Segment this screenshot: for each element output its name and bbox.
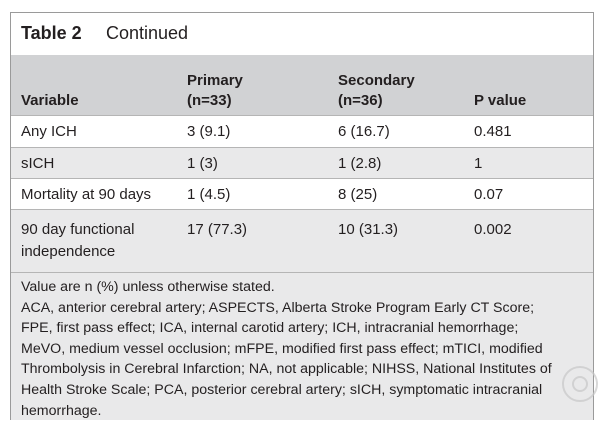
header-secondary: Secondary: [338, 72, 415, 89]
table-frame: Table 2 Continued Variable Primary (n=33…: [10, 12, 594, 420]
table-header-row: Variable Primary (n=33) Secondary (n=36)…: [11, 55, 593, 115]
table-number: Table 2: [21, 23, 82, 43]
footnote-line: Value are n (%) unless otherwise stated.: [21, 279, 275, 295]
cell-p-value: 0.07: [474, 186, 504, 203]
table-title: Table 2 Continued: [11, 13, 593, 53]
header-primary-n: (n=33): [187, 92, 232, 109]
watermark-logo-icon: [562, 366, 598, 402]
footnote-line: Thrombolysis in Cerebral Infarction; NA,…: [21, 361, 552, 378]
footnote-line: FPE, first pass effect; ICA, internal ca…: [21, 320, 519, 337]
cell-primary: 17 (77.3): [187, 221, 248, 238]
cell-secondary: 6 (16.7): [338, 123, 390, 140]
table-row: sICH 1 (3) 1 (2.8) 1: [11, 147, 593, 179]
cell-secondary: 10 (31.3): [338, 221, 399, 238]
header-variable: Variable: [21, 92, 79, 109]
cell-variable-line-2: independence: [21, 243, 116, 260]
table-row: Any ICH 3 (9.1) 6 (16.7) 0.481: [11, 115, 593, 148]
header-primary: Primary: [187, 72, 243, 89]
table-continued-label: Continued: [106, 23, 189, 43]
table-row: 90 day functional independence 17 (77.3)…: [11, 209, 593, 273]
cell-variable-line-1: 90 day functional: [21, 221, 135, 238]
footnote-line: ACA, anterior cerebral artery; ASPECTS, …: [21, 299, 535, 316]
cell-secondary: 1 (2.8): [338, 155, 382, 172]
footnote-line: MeVO, medium vessel occlusion; mFPE, mod…: [21, 340, 543, 357]
table-row: Mortality at 90 days 1 (4.5) 8 (25) 0.07: [11, 178, 593, 210]
cell-variable: Any ICH: [21, 123, 77, 140]
cell-p-value: 0.481: [474, 123, 512, 140]
cell-variable: sICH: [21, 155, 55, 172]
cell-p-value: 1: [474, 155, 483, 172]
cell-primary: 1 (3): [187, 155, 218, 172]
cell-secondary: 8 (25): [338, 186, 378, 203]
header-secondary-n: (n=36): [338, 92, 383, 109]
footnote-line: Health Stroke Scale; PCA, posterior cere…: [21, 382, 543, 398]
cell-variable: Mortality at 90 days: [21, 186, 152, 203]
footnote-line: hemorrhage.: [21, 402, 102, 419]
cell-primary: 3 (9.1): [187, 123, 231, 140]
cell-p-value: 0.002: [474, 221, 512, 238]
table-footnotes: Value are n (%) unless otherwise stated.…: [11, 272, 593, 420]
header-p-value: P value: [474, 92, 527, 109]
cell-primary: 1 (4.5): [187, 186, 231, 203]
